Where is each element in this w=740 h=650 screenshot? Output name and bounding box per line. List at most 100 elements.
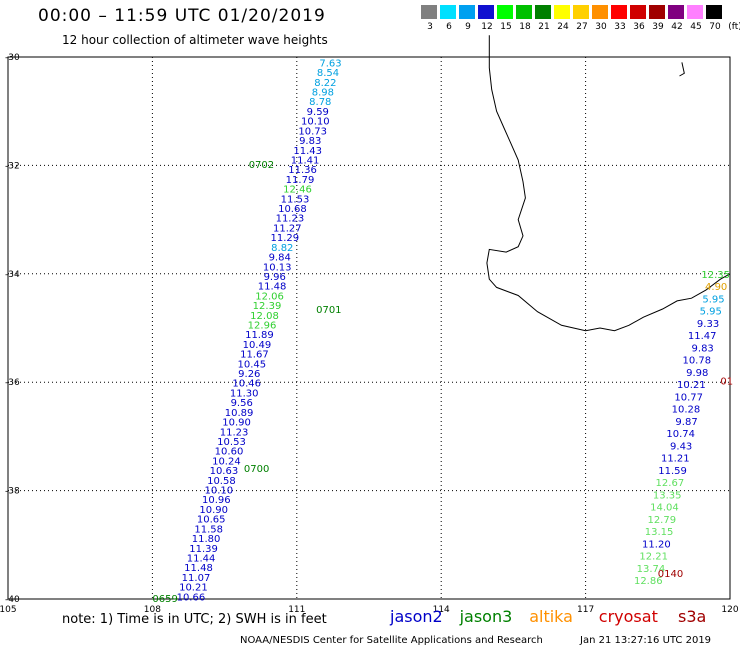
scale-swatch [421, 5, 437, 19]
lat-label: -36 [5, 378, 20, 388]
track-left-label: 11.43 [293, 146, 322, 157]
track-left-label: 11.48 [184, 563, 213, 574]
lon-label: 120 [721, 605, 738, 615]
time-label: 01 [720, 377, 733, 388]
lon-label: 111 [288, 605, 305, 615]
track-left-label: 11.58 [194, 524, 223, 535]
track-left-label: 12.46 [283, 185, 312, 196]
track-right-label: 4.90 [705, 282, 727, 293]
page-subtitle: 12 hour collection of altimeter wave hei… [62, 33, 328, 47]
track-right-label: 11.20 [642, 539, 671, 550]
coastline [486, 35, 731, 332]
track-right-label: 10.74 [666, 429, 695, 440]
scale-swatch [687, 5, 703, 19]
track-right-label: 9.98 [686, 368, 708, 379]
track-left-label: 10.73 [298, 126, 327, 137]
satellite-label: jason3 [459, 607, 513, 626]
time-label: 0702 [249, 160, 274, 171]
track-left-label: 10.53 [217, 437, 246, 448]
scale-label: 9 [465, 22, 471, 32]
scale-swatch [554, 5, 570, 19]
lat-label: -34 [5, 270, 20, 280]
track-left-label: 10.90 [199, 505, 228, 516]
track-right-label: 9.87 [675, 417, 697, 428]
scale-label: 18 [519, 22, 531, 32]
scale-label: 21 [538, 22, 550, 32]
track-right-label: 13.15 [645, 527, 674, 538]
track-left-label: 10.45 [237, 359, 266, 370]
track-left-label: 11.53 [281, 194, 310, 205]
scale-swatch [535, 5, 551, 19]
track-left-label: 12.96 [248, 321, 277, 332]
track-left-label: 10.96 [202, 495, 231, 506]
scale-label: 33 [614, 22, 626, 32]
track-left-label: 11.23 [276, 214, 305, 225]
scale-swatch [630, 5, 646, 19]
track-right-label: 10.28 [672, 405, 701, 416]
lon-label: 117 [577, 605, 594, 615]
track-left-label: 10.58 [207, 476, 236, 487]
track-left-label: 11.07 [182, 573, 211, 584]
track-right-label: 11.21 [661, 454, 690, 465]
satellite-label: cryosat [598, 607, 658, 626]
track-left-label: 10.65 [197, 515, 226, 526]
track-left-label: 11.23 [220, 427, 249, 438]
track-left-label: 8.82 [271, 243, 293, 254]
scale-swatch [706, 5, 722, 19]
scale-label: 70 [709, 22, 721, 32]
track-right-label: 9.83 [692, 343, 714, 354]
scale-label: 6 [446, 22, 452, 32]
track-right-label: 11.47 [688, 331, 717, 342]
time-label: 0701 [316, 305, 341, 316]
map-frame [7, 56, 731, 600]
track-right-label: 10.78 [682, 356, 711, 367]
track-left-label: 11.80 [192, 534, 221, 545]
track-left-label: 11.30 [230, 388, 259, 399]
track-left-label: 10.24 [212, 456, 241, 467]
footer-credit: NOAA/NESDIS Center for Satellite Applica… [240, 635, 543, 646]
track-left-label: 12.06 [255, 291, 284, 302]
track-left-label: 10.13 [263, 262, 292, 273]
track-left-label: 12.39 [253, 301, 282, 312]
footer-timestamp: Jan 21 13:27:16 UTC 2019 [580, 635, 712, 646]
scale-swatch [497, 5, 513, 19]
track-left-label: 10.60 [215, 447, 244, 458]
track-left-label: 8.78 [309, 97, 331, 108]
track-right-label: 14.04 [650, 503, 679, 514]
track-right-label: 9.43 [670, 441, 692, 452]
track-left-label: 10.90 [222, 418, 251, 429]
track-left-label: 10.46 [232, 379, 261, 390]
lat-label: -32 [5, 161, 20, 171]
track-right-label: 5.95 [702, 294, 724, 305]
page-title: 00:00 – 11:59 UTC 01/20/2019 [38, 6, 326, 26]
track-right-label: 12.21 [639, 552, 668, 563]
track-left-label: 8.98 [312, 88, 334, 99]
track-left-label: 9.59 [307, 107, 329, 118]
track-left-label: 9.96 [264, 272, 286, 283]
track-right-label: 12.79 [647, 515, 676, 526]
track-left-label: 9.83 [299, 136, 321, 147]
track-right-label: 13.35 [653, 490, 682, 501]
track-left-label: 10.10 [301, 117, 330, 128]
track-right-label: 11.59 [658, 466, 687, 477]
scale-swatch [478, 5, 494, 19]
scale-label: 42 [671, 22, 683, 32]
track-left-label: 10.89 [225, 408, 254, 419]
track-left-label: 11.89 [245, 330, 274, 341]
track-left-label: 9.56 [231, 398, 253, 409]
track-left-label: 9.84 [269, 253, 291, 264]
track-right-label: 10.77 [674, 392, 703, 403]
scale-label: 12 [481, 22, 493, 32]
scale-label: 27 [576, 22, 588, 32]
scale-swatch [649, 5, 665, 19]
scale-unit: (ft) [728, 22, 740, 32]
scale-swatch [668, 5, 684, 19]
track-left-label: 10.63 [210, 466, 239, 477]
graticule [8, 57, 730, 599]
track-left-label: 10.21 [179, 583, 208, 594]
track-right-label: 13.74 [637, 564, 666, 575]
track-right-label: 12.35 [701, 270, 730, 281]
track-left-label: 7.63 [319, 58, 341, 69]
